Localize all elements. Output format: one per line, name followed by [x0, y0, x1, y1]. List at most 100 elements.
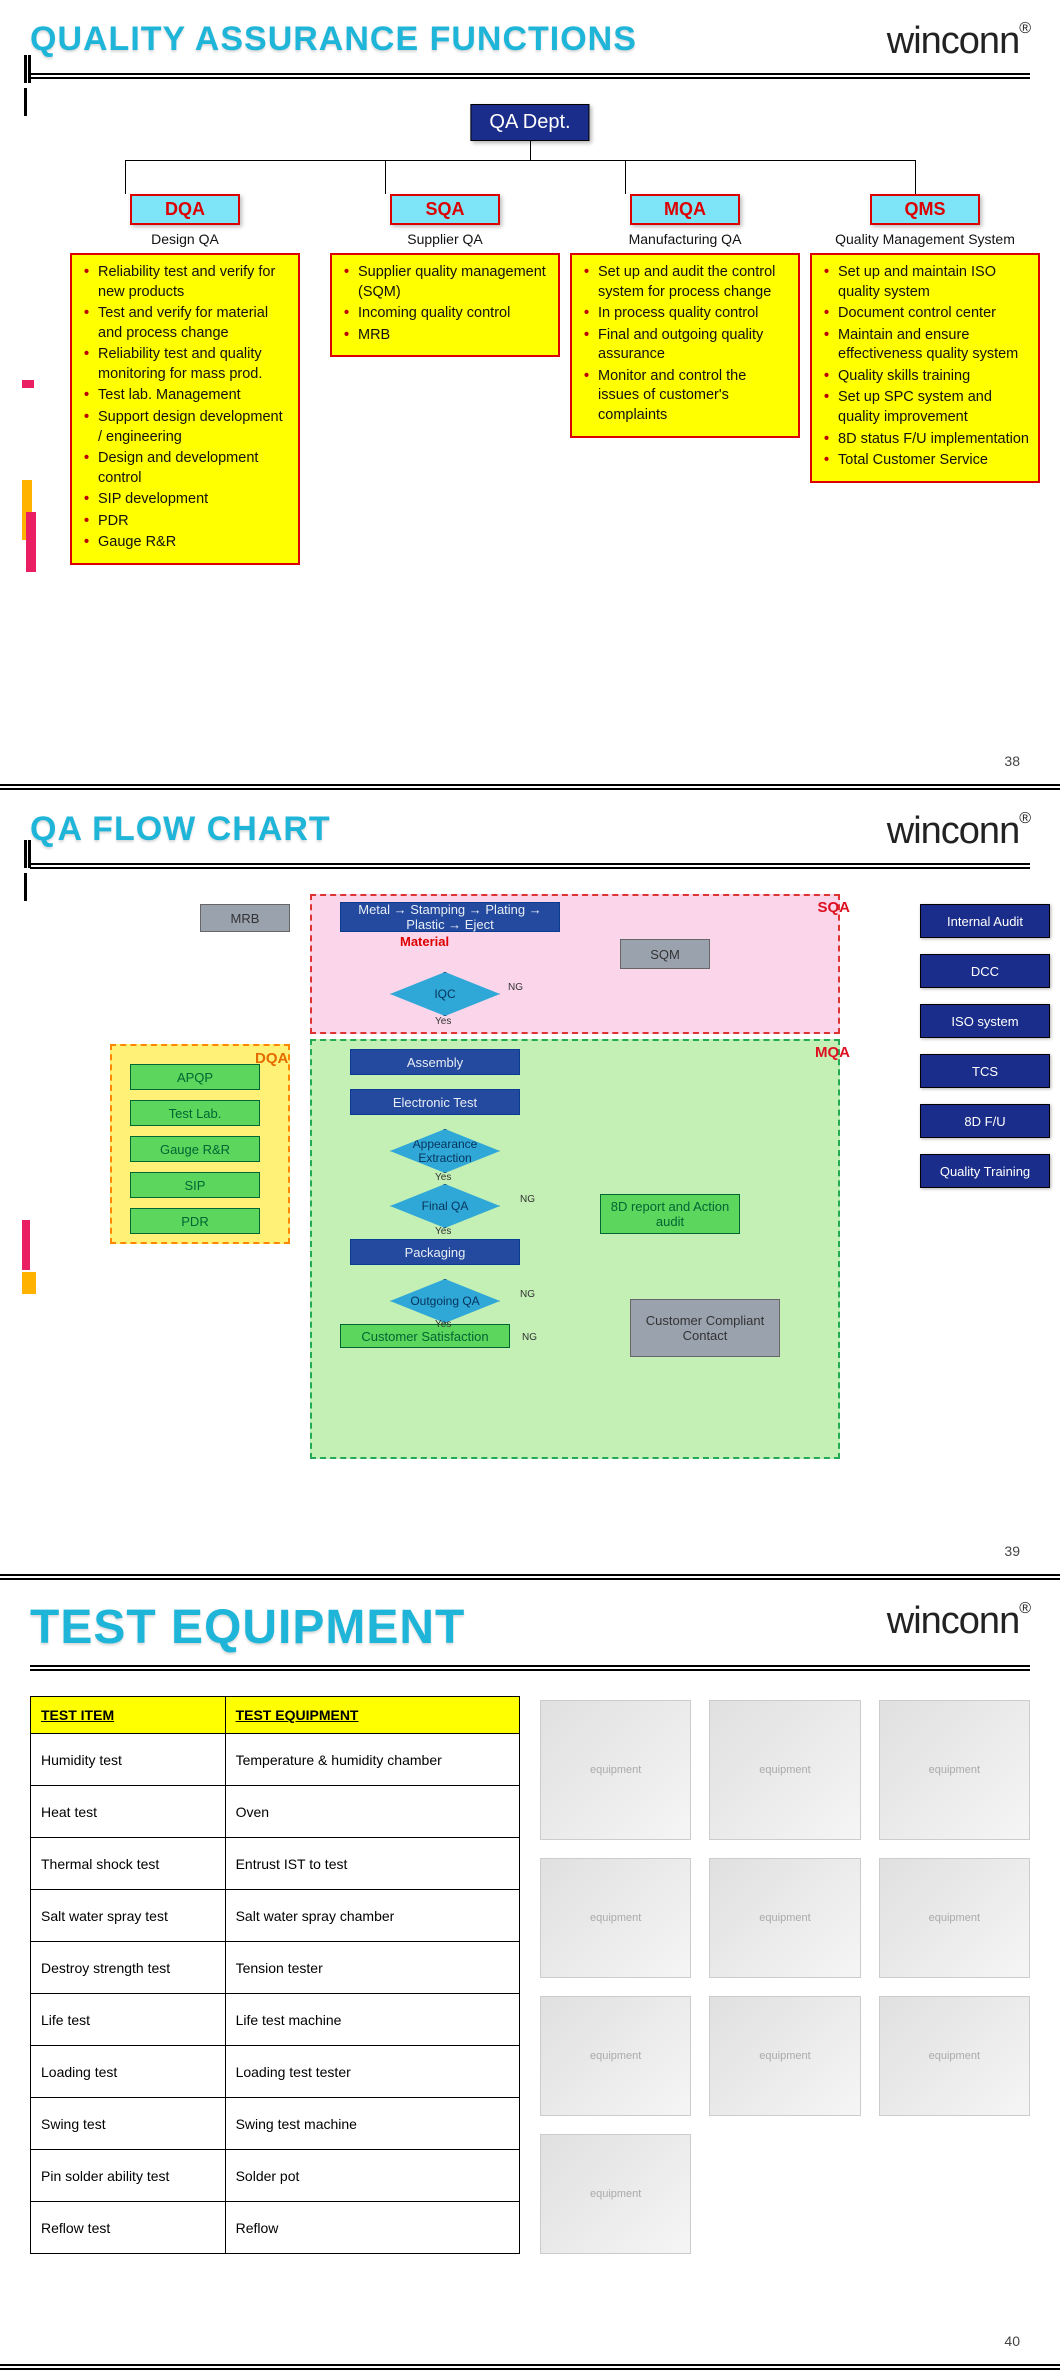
- dqa-label: DQA: [255, 1050, 288, 1067]
- edge-label: NG: [522, 1332, 537, 1343]
- qms-item: 8D F/U: [920, 1104, 1050, 1138]
- branch-qms: QMSQuality Management SystemSet up and m…: [810, 194, 1040, 483]
- table-row: Swing testSwing test machine: [31, 2098, 520, 2150]
- cell-equipment: Tension tester: [225, 1942, 519, 1994]
- branch-item: Set up and audit the control system for …: [588, 263, 790, 302]
- qms-item: TCS: [920, 1054, 1050, 1088]
- branch-item: Design and development control: [88, 449, 290, 488]
- qms-item: DCC: [920, 954, 1050, 988]
- sqa-label: SQA: [817, 899, 850, 916]
- slide-header: QUALITY ASSURANCE FUNCTIONS winconn®: [30, 20, 1030, 79]
- cell-equipment: Salt water spray chamber: [225, 1890, 519, 1942]
- slide-qa-flow: QA FLOW CHART winconn® SQA MQA DQA QMS A…: [0, 790, 1060, 1580]
- branch-item: Support design development / engineering: [88, 408, 290, 447]
- table-row: Salt water spray testSalt water spray ch…: [31, 1890, 520, 1942]
- branch-box: Reliability test and verify for new prod…: [70, 253, 300, 565]
- table-row: Reflow testReflow: [31, 2202, 520, 2254]
- slide-header: QA FLOW CHART winconn®: [30, 810, 1030, 869]
- dqa-item: SIP: [130, 1172, 260, 1198]
- flow-box: Assembly: [350, 1049, 520, 1075]
- edge-label: NG: [520, 1194, 535, 1205]
- page-number: 39: [1004, 1543, 1020, 1559]
- cell-test-item: Salt water spray test: [31, 1890, 226, 1942]
- flow-box: Metal → Stamping → Plating → Plastic → E…: [340, 902, 560, 932]
- equipment-image: equipment: [879, 1700, 1030, 1840]
- equipment-image: equipment: [879, 1996, 1030, 2116]
- branch-item: Incoming quality control: [348, 304, 550, 324]
- branch-item: In process quality control: [588, 304, 790, 324]
- branch-box: Set up and audit the control system for …: [570, 253, 800, 438]
- dqa-item: Gauge R&R: [130, 1136, 260, 1162]
- cell-equipment: Oven: [225, 1786, 519, 1838]
- decor-bars: [24, 840, 34, 906]
- org-chart: QA Dept. DQADesign QAReliability test an…: [30, 104, 1030, 724]
- cell-test-item: Loading test: [31, 2046, 226, 2098]
- edge-label: NG: [520, 1289, 535, 1300]
- flow-box: SQM: [620, 939, 710, 969]
- flow-chart: SQA MQA DQA QMS APQPTest Lab.Gauge R&RSI…: [90, 894, 1030, 1494]
- edge-label: Yes: [435, 1319, 451, 1330]
- flow-box: Customer Satisfaction: [340, 1324, 510, 1348]
- branch-badge: MQA: [630, 194, 740, 225]
- branch-subtitle: Manufacturing QA: [570, 231, 800, 247]
- brand-logo: winconn®: [887, 810, 1030, 853]
- equipment-image: equipment: [540, 2134, 691, 2254]
- mqa-label: MQA: [815, 1044, 850, 1061]
- branch-item: Reliability test and verify for new prod…: [88, 263, 290, 302]
- equipment-image: equipment: [709, 1858, 860, 1978]
- flow-box: Customer Compliant Contact: [630, 1299, 780, 1357]
- branch-item: Supplier quality management (SQM): [348, 263, 550, 302]
- branch-box: Set up and maintain ISO quality systemDo…: [810, 253, 1040, 483]
- test-equipment-layout: TEST ITEM TEST EQUIPMENT Humidity testTe…: [30, 1696, 1030, 2254]
- branch-item: Test lab. Management: [88, 386, 290, 406]
- flow-text: Material: [400, 934, 449, 949]
- branch-sqa: SQA Supplier QA Supplier quality managemen…: [330, 194, 560, 357]
- cell-test-item: Destroy strength test: [31, 1942, 226, 1994]
- edge-label: Yes: [435, 1016, 451, 1027]
- branch-dqa: DQA Design QA Reliability test and verify …: [70, 194, 300, 565]
- page-number: 40: [1004, 2333, 1020, 2349]
- brand-logo: winconn®: [887, 1600, 1030, 1643]
- page-number: 38: [1004, 753, 1020, 769]
- test-equipment-table: TEST ITEM TEST EQUIPMENT Humidity testTe…: [30, 1696, 520, 2254]
- table-row: Humidity testTemperature & humidity cham…: [31, 1734, 520, 1786]
- branch-subtitle: Supplier QA: [330, 231, 560, 247]
- cell-test-item: Heat test: [31, 1786, 226, 1838]
- dqa-item: APQP: [130, 1064, 260, 1090]
- brand-logo: winconn®: [887, 20, 1030, 63]
- qms-item: Quality Training: [920, 1154, 1050, 1188]
- edge-label: NG: [508, 982, 523, 993]
- equipment-image-grid: equipmentequipmentequipmentequipmentequi…: [540, 1696, 1030, 2254]
- equipment-image: equipment: [709, 1700, 860, 1840]
- qms-item: ISO system: [920, 1004, 1050, 1038]
- cell-equipment: Reflow: [225, 2202, 519, 2254]
- flow-box: Packaging: [350, 1239, 520, 1265]
- branch-item: Quality skills training: [828, 367, 1030, 387]
- branch-item: Set up SPC system and quality improvemen…: [828, 388, 1030, 427]
- accent-decor: [22, 1220, 34, 1296]
- equipment-image: equipment: [540, 1996, 691, 2116]
- cell-equipment: Life test machine: [225, 1994, 519, 2046]
- branch-item: Total Customer Service: [828, 451, 1030, 471]
- branch-item: Gauge R&R: [88, 533, 290, 553]
- equipment-image: equipment: [709, 1996, 860, 2116]
- edge-label: Yes: [435, 1226, 451, 1237]
- branch-badge: SQA: [390, 194, 500, 225]
- branch-item: Final and outgoing quality assurance: [588, 326, 790, 365]
- cell-equipment: Temperature & humidity chamber: [225, 1734, 519, 1786]
- branch-badge: QMS: [870, 194, 980, 225]
- dqa-item: PDR: [130, 1208, 260, 1234]
- branch-badge: DQA: [130, 194, 240, 225]
- th-test-item: TEST ITEM: [31, 1697, 226, 1734]
- cell-test-item: Reflow test: [31, 2202, 226, 2254]
- edge-label: Yes: [435, 1172, 451, 1183]
- branch-item: Test and verify for material and process…: [88, 304, 290, 343]
- cell-equipment: Loading test tester: [225, 2046, 519, 2098]
- branch-item: Set up and maintain ISO quality system: [828, 263, 1030, 302]
- cell-equipment: Swing test machine: [225, 2098, 519, 2150]
- cell-test-item: Swing test: [31, 2098, 226, 2150]
- branch-subtitle: Design QA: [70, 231, 300, 247]
- equipment-image: equipment: [540, 1700, 691, 1840]
- th-test-equipment: TEST EQUIPMENT: [225, 1697, 519, 1734]
- branch-item: PDR: [88, 512, 290, 532]
